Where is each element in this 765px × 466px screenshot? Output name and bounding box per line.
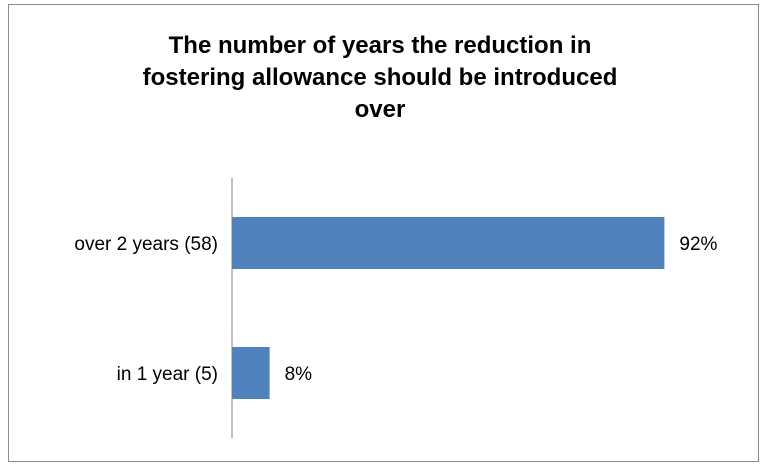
data-label: 8% <box>285 364 313 385</box>
data-label: 92% <box>679 234 717 255</box>
bar <box>232 217 665 269</box>
bar <box>232 347 270 399</box>
chart-title: The number of years the reduction in fos… <box>60 30 700 126</box>
category-tick-label: in 1 year (5) <box>117 364 218 385</box>
category-tick-label: over 2 years (58) <box>74 234 218 255</box>
chart-title-line: fostering allowance should be introduced <box>142 64 618 91</box>
chart-title-line: The number of years the reduction in <box>168 32 592 59</box>
chart-title-line: over <box>354 96 406 123</box>
